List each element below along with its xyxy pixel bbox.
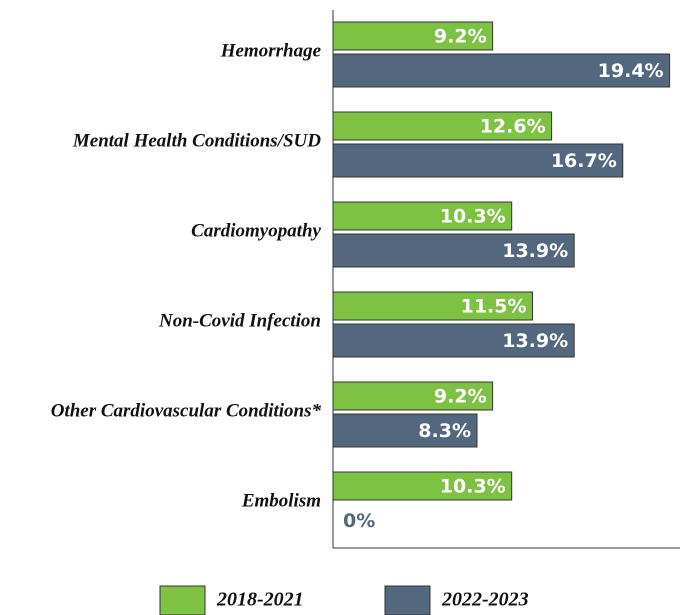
value-label: 8.3% xyxy=(418,420,471,442)
category-label: Other Cardiovascular Conditions* xyxy=(51,400,322,421)
bar xyxy=(332,143,624,178)
legend-label: 2022-2023 xyxy=(441,589,529,611)
legend-label: 2018-2021 xyxy=(216,589,304,611)
category-label: Hemorrhage xyxy=(220,40,322,61)
value-label: 10.3% xyxy=(440,206,506,228)
category-label: Embolism xyxy=(241,490,321,511)
legend-swatch xyxy=(384,585,431,615)
bar xyxy=(332,471,513,501)
value-label: 12.6% xyxy=(480,116,546,138)
value-label: 16.7% xyxy=(551,150,617,172)
bar xyxy=(332,291,534,321)
value-label: 9.2% xyxy=(434,26,487,48)
value-label: 13.9% xyxy=(502,240,568,262)
value-label: 13.9% xyxy=(502,330,568,352)
bar xyxy=(332,21,494,51)
legend-swatch xyxy=(159,585,206,615)
bar xyxy=(332,53,671,88)
category-label: Cardiomyopathy xyxy=(191,220,321,241)
bar xyxy=(332,111,553,141)
value-label: 11.5% xyxy=(461,296,527,318)
value-label: 19.4% xyxy=(598,60,664,82)
value-label: 10.3% xyxy=(440,476,506,498)
bar xyxy=(332,413,478,448)
value-label: 0% xyxy=(343,510,375,532)
category-label: Mental Health Conditions/SUD xyxy=(72,130,321,151)
value-label: 9.2% xyxy=(434,386,487,408)
bar xyxy=(332,201,513,231)
category-label: Non-Covid Infection xyxy=(158,310,321,331)
